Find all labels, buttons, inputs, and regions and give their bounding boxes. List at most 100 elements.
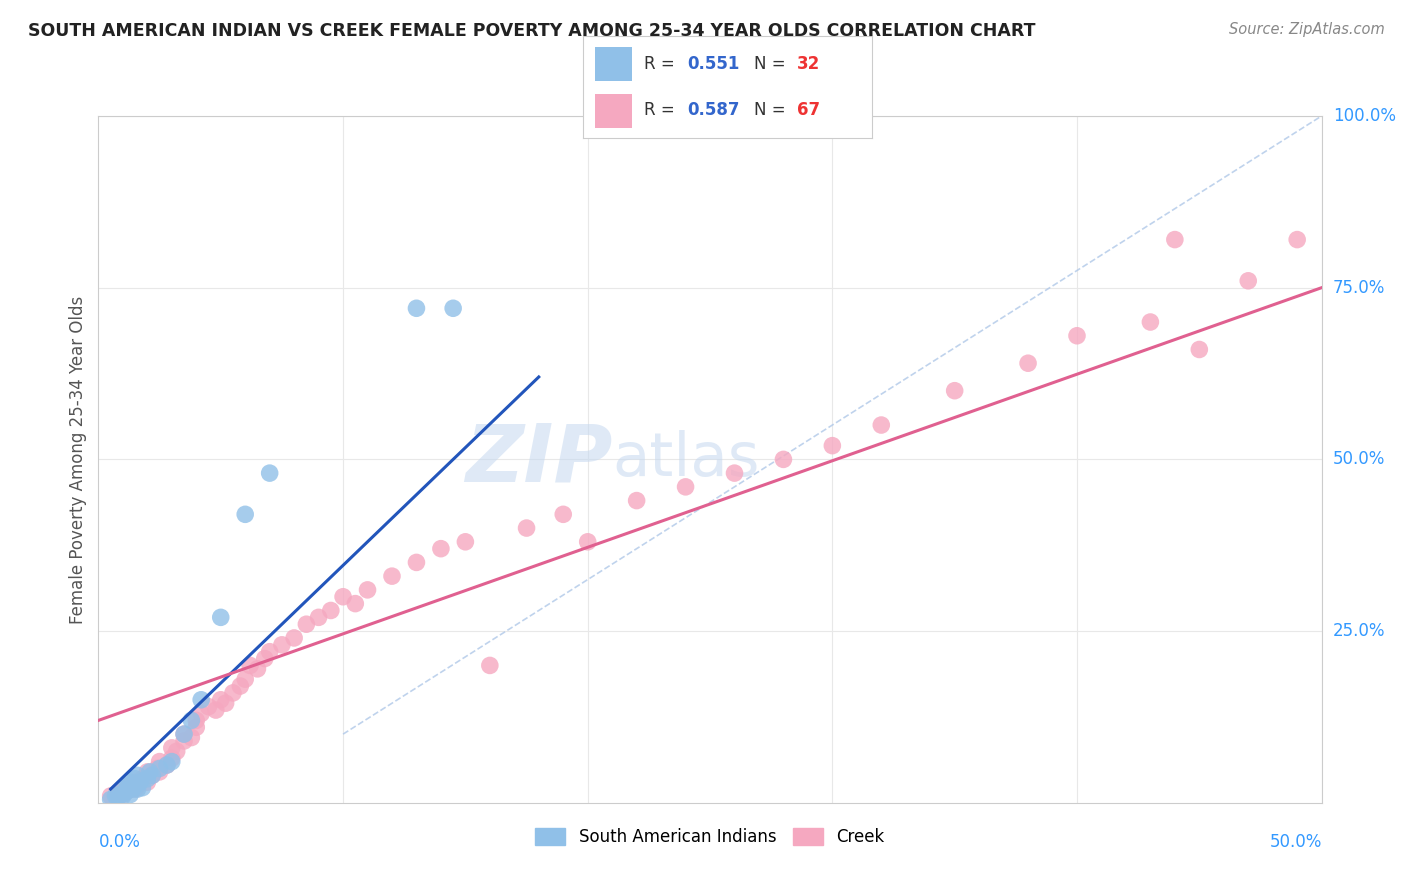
Point — [205, 703, 228, 717]
Point — [239, 658, 262, 673]
Point — [180, 731, 202, 745]
Point — [1188, 343, 1211, 357]
Point — [209, 610, 232, 624]
Point — [405, 555, 427, 570]
Text: SOUTH AMERICAN INDIAN VS CREEK FEMALE POVERTY AMONG 25-34 YEAR OLDS CORRELATION : SOUTH AMERICAN INDIAN VS CREEK FEMALE PO… — [28, 22, 1036, 40]
Point — [259, 466, 281, 480]
Point — [156, 758, 179, 772]
Point — [344, 597, 367, 611]
Point — [1164, 233, 1187, 247]
Text: R =: R = — [644, 101, 681, 119]
Point — [100, 789, 122, 803]
Point — [821, 439, 844, 453]
Point — [124, 775, 146, 789]
Point — [111, 788, 134, 802]
Bar — [595, 95, 633, 128]
Point — [160, 751, 183, 765]
Point — [160, 755, 183, 769]
Point — [100, 792, 122, 806]
Point — [136, 775, 159, 789]
Point — [405, 301, 427, 316]
Point — [190, 706, 212, 721]
Point — [149, 755, 172, 769]
Text: 75.0%: 75.0% — [1333, 278, 1385, 297]
Point — [1237, 274, 1260, 288]
Point — [454, 534, 477, 549]
Text: N =: N = — [754, 101, 790, 119]
Point — [870, 417, 893, 433]
Point — [136, 764, 159, 779]
Point — [146, 761, 169, 775]
Point — [156, 758, 179, 772]
Point — [141, 768, 163, 782]
Point — [111, 789, 134, 803]
Point — [120, 788, 142, 802]
Text: atlas: atlas — [612, 430, 759, 489]
Point — [121, 782, 143, 797]
Point — [124, 779, 146, 793]
Point — [149, 761, 172, 775]
Bar — [595, 47, 633, 81]
Text: R =: R = — [644, 55, 681, 73]
Point — [253, 651, 276, 665]
Text: 32: 32 — [797, 55, 820, 73]
Point — [1017, 356, 1039, 370]
Point — [186, 714, 208, 728]
Point — [131, 780, 153, 795]
Point — [117, 779, 139, 793]
Point — [332, 590, 354, 604]
Point — [114, 785, 136, 799]
Point — [104, 789, 127, 803]
Point — [186, 720, 208, 734]
Point — [233, 672, 256, 686]
Text: 0.587: 0.587 — [688, 101, 740, 119]
Point — [943, 384, 966, 398]
Point — [515, 521, 537, 535]
Point — [222, 686, 245, 700]
Point — [319, 603, 342, 617]
Point — [166, 744, 188, 758]
Point — [129, 775, 152, 789]
Legend: South American Indians, Creek: South American Indians, Creek — [529, 822, 891, 853]
Point — [124, 772, 146, 786]
Point — [131, 772, 153, 786]
Point — [626, 493, 648, 508]
Point — [308, 610, 330, 624]
Point — [136, 772, 159, 786]
Point — [110, 788, 132, 802]
Point — [117, 783, 139, 797]
Point — [124, 782, 146, 797]
Point — [233, 508, 256, 522]
Point — [1286, 233, 1309, 247]
Point — [127, 768, 149, 782]
Text: 0.0%: 0.0% — [98, 833, 141, 851]
Point — [259, 645, 281, 659]
Text: Source: ZipAtlas.com: Source: ZipAtlas.com — [1229, 22, 1385, 37]
Point — [229, 679, 252, 693]
Point — [1139, 315, 1161, 329]
Text: N =: N = — [754, 55, 790, 73]
Point — [173, 734, 195, 748]
Point — [197, 699, 219, 714]
Point — [576, 534, 599, 549]
Point — [173, 727, 195, 741]
Text: 50.0%: 50.0% — [1270, 833, 1322, 851]
Point — [173, 727, 195, 741]
Point — [553, 508, 575, 522]
Point — [675, 480, 697, 494]
Text: 0.551: 0.551 — [688, 55, 740, 73]
Point — [107, 790, 129, 805]
Point — [283, 631, 305, 645]
Point — [1066, 328, 1088, 343]
Text: ZIP: ZIP — [465, 420, 612, 499]
Point — [209, 692, 232, 706]
Point — [772, 452, 794, 467]
Point — [149, 764, 172, 779]
Point — [160, 740, 183, 755]
Point — [111, 782, 134, 797]
Point — [127, 782, 149, 797]
Point — [141, 768, 163, 782]
Text: 50.0%: 50.0% — [1333, 450, 1385, 468]
Point — [478, 658, 501, 673]
Point — [120, 775, 142, 789]
